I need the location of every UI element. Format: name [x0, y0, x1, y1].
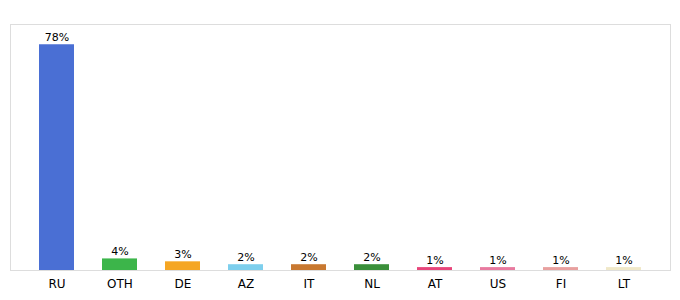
- svg-text:NL: NL: [364, 277, 380, 291]
- svg-text:1%: 1%: [615, 254, 632, 267]
- svg-text:1%: 1%: [552, 254, 569, 267]
- svg-text:2%: 2%: [237, 251, 254, 264]
- svg-text:3%: 3%: [174, 248, 191, 261]
- svg-text:2%: 2%: [300, 251, 317, 264]
- svg-text:RU: RU: [48, 277, 65, 291]
- svg-text:78%: 78%: [45, 31, 69, 44]
- svg-text:4%: 4%: [111, 245, 128, 258]
- svg-text:FI: FI: [556, 277, 566, 291]
- svg-text:OTH: OTH: [107, 277, 133, 291]
- svg-text:DE: DE: [175, 277, 192, 291]
- svg-text:LT: LT: [618, 277, 631, 291]
- svg-text:AZ: AZ: [238, 277, 254, 291]
- svg-text:AT: AT: [428, 277, 443, 291]
- svg-text:US: US: [490, 277, 506, 291]
- svg-text:1%: 1%: [426, 254, 443, 267]
- svg-text:1%: 1%: [489, 254, 506, 267]
- svg-text:2%: 2%: [363, 251, 380, 264]
- svg-text:IT: IT: [304, 277, 316, 291]
